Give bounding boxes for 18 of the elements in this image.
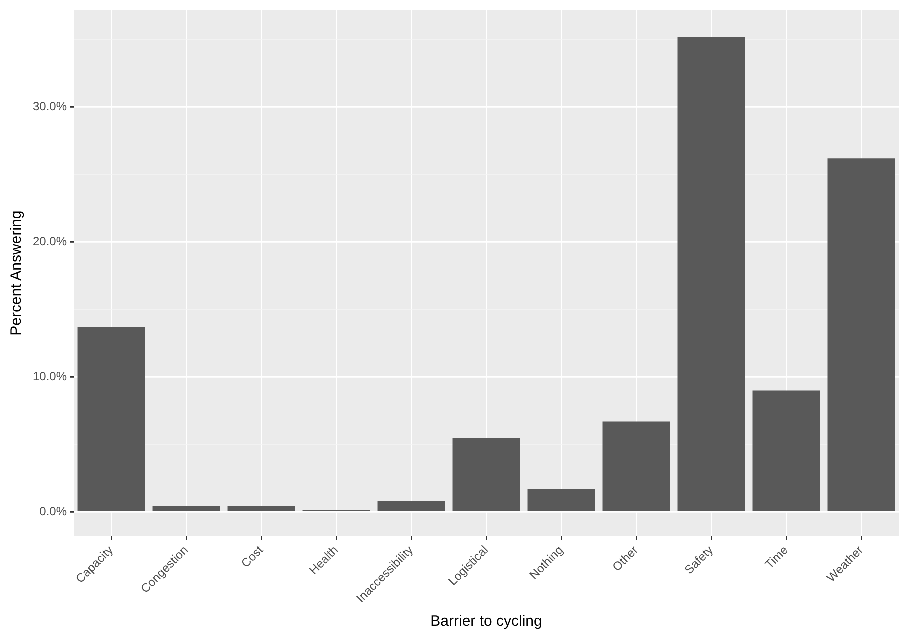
y-tick-label: 30.0% [32,100,68,114]
bar [378,501,446,512]
bar [528,489,596,512]
bar [152,506,220,512]
y-axis-title: Percent Answering [8,210,26,336]
bar [828,158,896,512]
bar [602,422,670,512]
y-tick-label: 0.0% [40,504,68,518]
x-tick-label: Time [762,542,792,572]
x-axis-title: Barrier to cycling [430,613,542,630]
bar [228,506,296,512]
bar [752,390,820,512]
y-tick-label: 10.0% [32,370,68,384]
x-tick-label: Cost [238,542,266,570]
bar [452,438,520,512]
bar [78,327,146,512]
bar [678,37,746,512]
y-tick-label: 20.0% [32,234,68,249]
